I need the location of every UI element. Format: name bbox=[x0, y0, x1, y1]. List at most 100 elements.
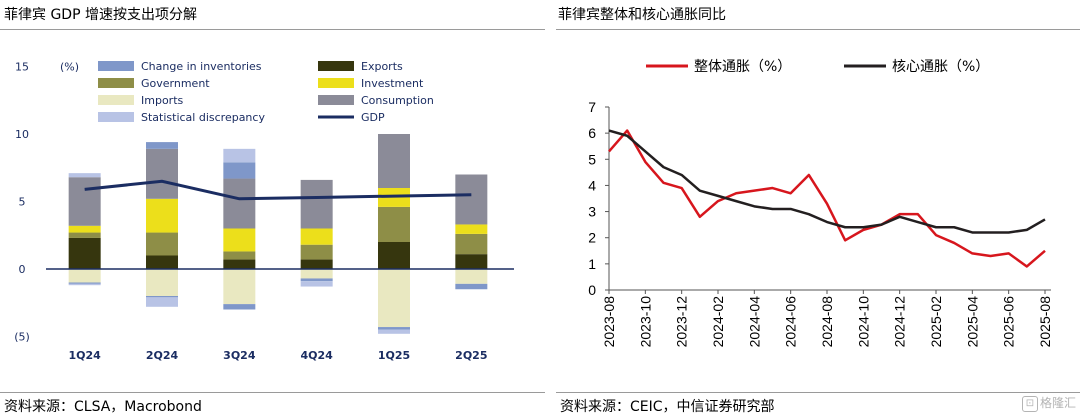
bar-segment bbox=[223, 148, 256, 163]
x-tick-label: 2025-08 bbox=[1037, 296, 1053, 348]
bar-segment bbox=[378, 242, 410, 269]
bar-segment bbox=[455, 224, 488, 234]
bar-segment bbox=[455, 283, 488, 290]
bar-segment bbox=[146, 198, 178, 233]
inflation-chart: 7 6 5 4 3 2 1 0 2023-08 2023-10 2023-12 2024-02 2024… bbox=[588, 59, 1053, 348]
legend-swatch bbox=[318, 61, 354, 71]
y-tick-label: 7 bbox=[588, 99, 596, 115]
y-tick-label: 4 bbox=[588, 177, 596, 193]
legend-label: Change in inventories bbox=[141, 60, 262, 73]
legend-label: 核心通胀（%） bbox=[892, 59, 989, 75]
bar-segment bbox=[300, 281, 333, 287]
legend-swatch bbox=[318, 78, 354, 88]
legend-label: Imports bbox=[141, 94, 184, 107]
legend-label: Statistical discrepancy bbox=[141, 111, 265, 124]
legend-swatch bbox=[318, 95, 354, 105]
left-source-rule bbox=[0, 392, 545, 393]
bar-segment bbox=[300, 278, 333, 282]
y-tick-label: 5 bbox=[588, 151, 596, 167]
right-source-rule bbox=[556, 392, 1080, 393]
bar-segment bbox=[146, 297, 178, 307]
legend-label: 整体通胀（%） bbox=[694, 59, 791, 75]
x-tick-label: 1Q24 bbox=[69, 349, 102, 362]
legend-label: Exports bbox=[361, 60, 403, 73]
legend-swatch bbox=[98, 78, 134, 88]
bar-segment bbox=[68, 173, 101, 178]
x-tick-label: 2Q24 bbox=[146, 349, 179, 362]
bar-segment bbox=[68, 225, 101, 233]
y-unit-label: (%) bbox=[60, 61, 79, 74]
bar-segment bbox=[223, 162, 256, 179]
y-tick-label: 5 bbox=[19, 196, 26, 209]
right-source-note: 资料来源：CEIC，中信证券研究部 bbox=[560, 399, 775, 415]
y-tick-label: (5) bbox=[14, 331, 30, 344]
y-tick-label: 0 bbox=[588, 282, 596, 298]
bar-segment bbox=[146, 269, 178, 296]
left-source-note: 资料来源：CLSA，Macrobond bbox=[4, 399, 202, 415]
bar-segment bbox=[300, 269, 333, 279]
bar-segment bbox=[378, 269, 410, 328]
legend-swatch bbox=[98, 95, 134, 105]
bar-segment bbox=[378, 206, 410, 242]
x-tick-label: 2024-06 bbox=[783, 296, 799, 348]
left-title-rule bbox=[0, 29, 545, 30]
right-chart-panel: 菲律宾整体和核心通胀同比 7 6 5 4 3 2 1 0 2023-08 2023-10 2023-… bbox=[556, 0, 1080, 418]
y-tick-label: 1 bbox=[588, 256, 596, 272]
x-tick-label: 2024-08 bbox=[819, 296, 835, 348]
y-tick-label: 3 bbox=[588, 204, 596, 220]
x-tick-label: 2024-02 bbox=[710, 296, 726, 348]
bar-segment bbox=[455, 269, 488, 284]
bar-segment bbox=[300, 228, 333, 245]
bar-segment bbox=[223, 228, 256, 252]
x-tick-label: 2025-04 bbox=[964, 296, 980, 348]
bar-segment bbox=[146, 255, 178, 269]
bar-segment bbox=[223, 251, 256, 260]
watermark: ⊡ 格隆汇 bbox=[1021, 394, 1076, 412]
bar-segment bbox=[223, 269, 256, 305]
bar-segment bbox=[223, 178, 256, 229]
series-line bbox=[608, 129, 1046, 234]
bar-segment bbox=[378, 327, 410, 330]
bar-segment bbox=[300, 259, 333, 269]
bar-segment bbox=[146, 142, 178, 149]
series-line bbox=[608, 129, 1046, 268]
bar-segment bbox=[223, 259, 256, 269]
gdp-line bbox=[84, 179, 472, 201]
right-title-rule bbox=[556, 29, 1080, 30]
bar-segment bbox=[455, 254, 488, 269]
gdp-contribution-chart: 15 10 5 0 (5) (%) 1Q24 2Q24 3Q24 4Q24 1Q25 2Q25 Chan… bbox=[14, 60, 514, 362]
x-tick-label: 2023-10 bbox=[637, 296, 653, 348]
x-tick-label: 3Q24 bbox=[223, 349, 256, 362]
x-tick-label: 2024-10 bbox=[855, 296, 871, 348]
y-tick-label: 10 bbox=[15, 128, 29, 141]
x-tick-label: 2023-12 bbox=[674, 296, 690, 348]
bar-segment bbox=[455, 174, 488, 225]
x-tick-label: 2025-02 bbox=[928, 296, 944, 348]
x-tick-label: 2024-12 bbox=[892, 296, 908, 348]
x-tick-label: 1Q25 bbox=[378, 349, 410, 362]
legend-label: Investment bbox=[361, 77, 424, 90]
x-tick-label: 2025-06 bbox=[1001, 296, 1017, 348]
bar-segment bbox=[146, 232, 178, 256]
watermark-text: 格隆汇 bbox=[1039, 396, 1076, 410]
bar-segment bbox=[146, 296, 178, 298]
bar-segment bbox=[378, 329, 410, 334]
left-chart-title: 菲律宾 GDP 增速按支出项分解 bbox=[4, 7, 197, 23]
x-tick-label: 2Q25 bbox=[455, 349, 487, 362]
x-tick-label: 2023-08 bbox=[601, 296, 617, 348]
bar-segment bbox=[300, 179, 333, 229]
y-tick-label: 0 bbox=[19, 263, 26, 276]
legend-swatch bbox=[98, 112, 134, 122]
bar-segment bbox=[455, 233, 488, 255]
bar-segment bbox=[68, 269, 101, 283]
y-tick-label: 6 bbox=[588, 125, 596, 141]
stock-chart-logo-icon: ⊡ bbox=[1021, 395, 1038, 412]
y-tick-label: 15 bbox=[15, 61, 29, 74]
legend-label: Consumption bbox=[361, 94, 434, 107]
y-tick-label: 2 bbox=[588, 230, 596, 246]
x-tick-label: 2024-04 bbox=[746, 296, 762, 348]
legend-label: GDP bbox=[361, 111, 385, 124]
bar-segment bbox=[68, 177, 101, 226]
right-chart-title: 菲律宾整体和核心通胀同比 bbox=[558, 7, 726, 23]
bar-segment bbox=[223, 304, 256, 310]
